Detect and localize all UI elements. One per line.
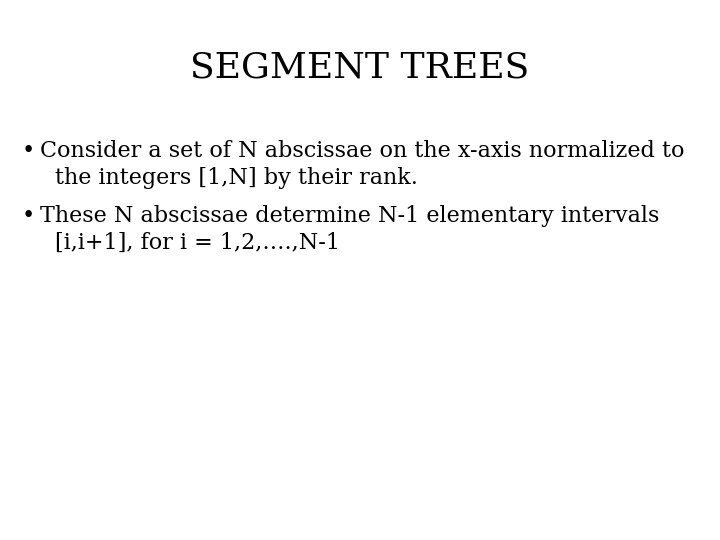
Text: •: •	[22, 140, 35, 162]
Text: the integers [1,N] by their rank.: the integers [1,N] by their rank.	[55, 167, 418, 189]
Text: •: •	[22, 205, 35, 227]
Text: These N abscissae determine N-1 elementary intervals: These N abscissae determine N-1 elementa…	[40, 205, 660, 227]
Text: [i,i+1], for i = 1,2,….,N-1: [i,i+1], for i = 1,2,….,N-1	[55, 232, 340, 254]
Text: SEGMENT TREES: SEGMENT TREES	[190, 50, 530, 84]
Text: Consider a set of N abscissae on the x-axis normalized to: Consider a set of N abscissae on the x-a…	[40, 140, 685, 162]
